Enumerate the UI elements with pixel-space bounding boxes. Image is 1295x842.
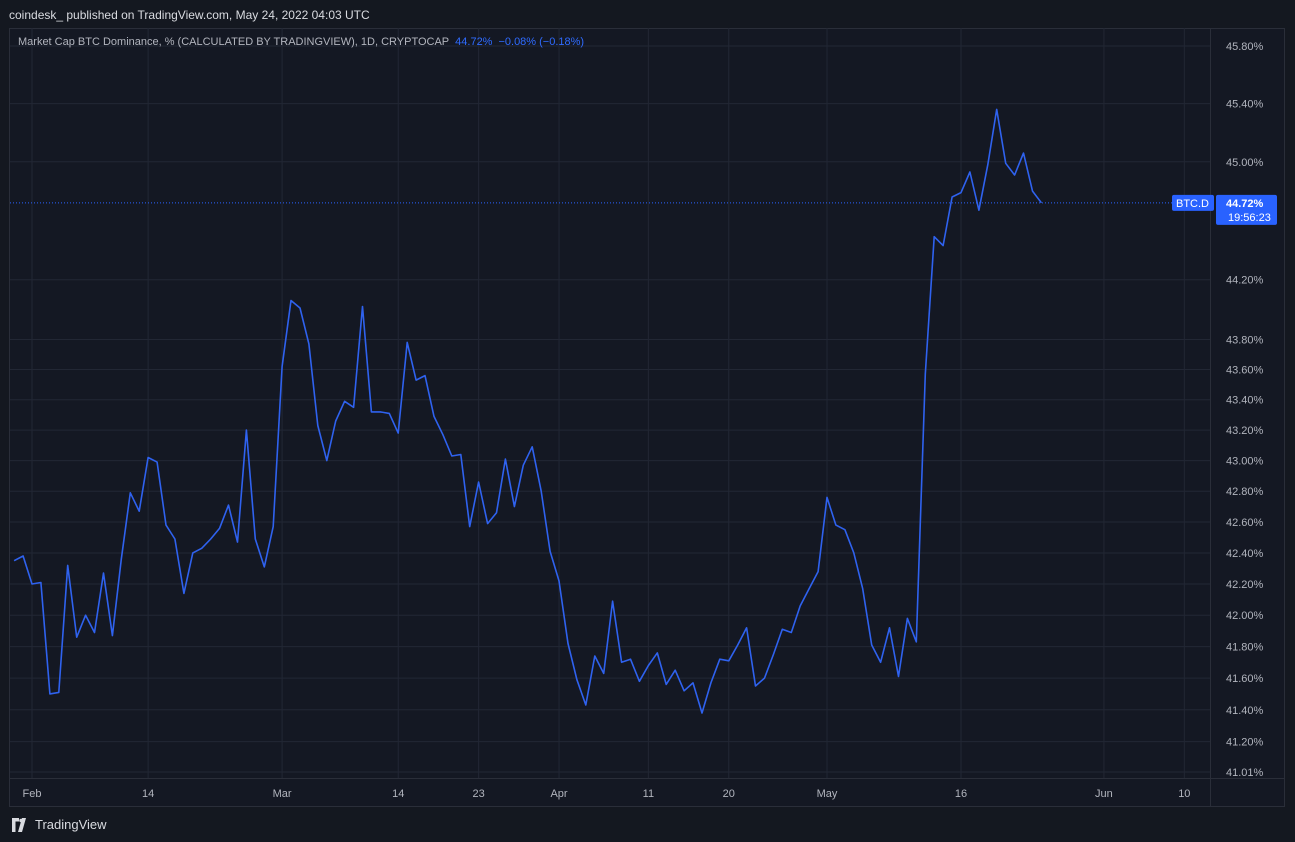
- y-tick-label: 42.00%: [1226, 610, 1264, 622]
- x-tick-label: 16: [955, 788, 967, 800]
- price-tag-symbol: BTC.D: [1176, 198, 1209, 210]
- price-tag-symbol-box: [1172, 194, 1214, 211]
- x-tick-label: Mar: [273, 788, 292, 800]
- y-tick-label: 43.40%: [1226, 395, 1264, 407]
- legend-title: Market Cap BTC Dominance, % (CALCULATED …: [18, 36, 450, 48]
- tradingview-logo-icon: [12, 817, 26, 832]
- x-tick-label: Feb: [23, 788, 42, 800]
- legend-value: 44.72%: [455, 36, 493, 48]
- x-tick-label: 10: [1178, 788, 1190, 800]
- x-tick-label: Apr: [550, 788, 567, 800]
- price-tag-value-box: [1216, 194, 1277, 225]
- y-tick-label: 41.01%: [1226, 767, 1264, 779]
- publisher-line: coindesk_ published on TradingView.com, …: [9, 8, 370, 22]
- price-tag: BTC.D 44.72% 19:56:23: [1172, 194, 1277, 225]
- y-tick-label: 41.60%: [1226, 673, 1264, 685]
- series-legend[interactable]: Market Cap BTC Dominance, % (CALCULATED …: [18, 36, 584, 48]
- x-tick-label: 11: [643, 788, 654, 800]
- y-tick-label: 42.80%: [1226, 486, 1264, 498]
- y-tick-label: 41.20%: [1226, 737, 1264, 749]
- y-axis[interactable]: 45.80% 45.40% 45.00% 44.20% 43.80% 43.60% 43.4…: [1226, 41, 1264, 779]
- y-tick-label: 43.20%: [1226, 425, 1264, 437]
- chart-pane[interactable]: [9, 28, 1285, 807]
- y-tick-label: 43.00%: [1226, 456, 1264, 468]
- x-tick-label: May: [817, 788, 838, 800]
- series-line: [13, 108, 1043, 714]
- y-tick-label: 42.40%: [1226, 548, 1264, 560]
- y-tick-label: 45.80%: [1226, 41, 1264, 53]
- y-tick-label: 45.00%: [1226, 157, 1264, 169]
- y-tick-label: 44.20%: [1226, 275, 1264, 287]
- x-tick-label: 14: [142, 788, 154, 800]
- y-tick-label: 45.40%: [1226, 99, 1264, 111]
- x-tick-label: 14: [392, 788, 404, 800]
- footer-brand[interactable]: TradingView: [11, 817, 107, 832]
- price-tag-countdown: 19:56:23: [1228, 212, 1271, 224]
- y-tick-label: 43.80%: [1226, 334, 1264, 346]
- x-tick-label: 23: [473, 788, 485, 800]
- legend-change: −0.08% (−0.18%): [498, 36, 585, 48]
- footer-brand-label: TradingView: [35, 817, 107, 832]
- x-axis[interactable]: Feb 14 Mar 14 23 Apr 11 20 May 16 Jun 10: [23, 788, 1191, 800]
- y-tick-label: 43.60%: [1226, 365, 1264, 377]
- x-tick-label: Jun: [1095, 788, 1113, 800]
- x-tick-label: 20: [723, 788, 735, 800]
- grid-lines: [10, 28, 1284, 806]
- top-bar: coindesk_ published on TradingView.com, …: [0, 0, 1295, 28]
- y-tick-label: 42.60%: [1226, 517, 1264, 529]
- y-tick-label: 42.20%: [1226, 579, 1264, 591]
- y-tick-label: 41.80%: [1226, 642, 1264, 654]
- y-tick-label: 41.40%: [1226, 705, 1264, 717]
- price-tag-value: 44.72%: [1226, 198, 1264, 210]
